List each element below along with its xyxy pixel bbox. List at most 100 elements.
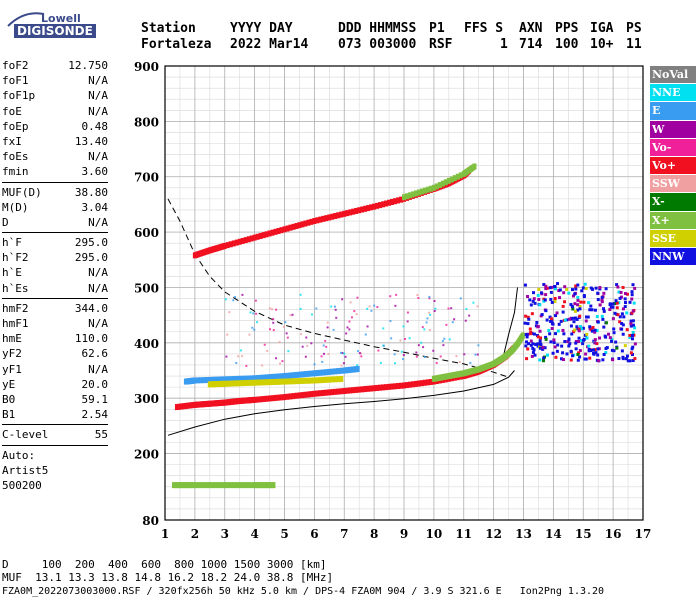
trace-point <box>291 223 296 230</box>
plot-border <box>164 65 644 521</box>
scatter-echo-point <box>423 355 426 358</box>
param-name: yE <box>2 377 16 391</box>
scatter-echo-point <box>439 355 442 358</box>
spread-f-point <box>581 286 585 290</box>
scatter-echo-point <box>360 355 363 358</box>
scatter-echo-point <box>469 361 472 364</box>
spread-f-point <box>574 347 578 351</box>
trace-point <box>243 380 248 387</box>
spread-f-point <box>561 358 565 362</box>
trace-point <box>425 186 430 193</box>
scatter-echo-point <box>428 311 431 314</box>
scatter-echo-point <box>342 362 345 365</box>
spread-f-point <box>585 315 589 319</box>
spread-f-point <box>532 332 536 336</box>
spread-f-point <box>545 318 549 322</box>
trace-point <box>222 242 227 249</box>
scatter-echo-point <box>458 360 461 363</box>
scatter-echo-point <box>468 314 471 317</box>
trace-point <box>267 374 272 381</box>
scatter-echo-point <box>306 344 309 347</box>
spread-f-point <box>621 332 625 336</box>
spread-f-point <box>530 354 534 358</box>
spread-f-point <box>565 352 569 356</box>
spread-f-point <box>586 315 590 319</box>
trace-point <box>384 200 389 207</box>
spread-f-point <box>532 291 536 295</box>
scatter-echo-point <box>399 339 402 342</box>
spread-f-point <box>583 357 587 361</box>
scatter-echo-point <box>327 353 330 356</box>
trace-point <box>285 225 290 232</box>
trace-point <box>180 482 185 489</box>
spread-f-point <box>620 312 624 316</box>
scatter-echo-point <box>432 349 435 352</box>
spread-f-point <box>538 358 542 362</box>
param-row: MUF(D) 38.80 <box>2 185 108 200</box>
trace-point <box>288 378 293 385</box>
trace-point <box>324 376 329 383</box>
trace-point <box>321 376 326 383</box>
trace-point <box>333 368 338 375</box>
trace-point <box>273 228 278 235</box>
spread-f-point <box>524 344 528 348</box>
spread-f-point <box>607 332 611 336</box>
spread-f-point <box>553 345 557 349</box>
param-name: foF1p <box>2 89 36 103</box>
trace-point <box>258 396 263 403</box>
trace-point <box>231 482 236 489</box>
param-name: h`F <box>2 236 22 250</box>
spread-f-point <box>544 337 548 341</box>
trace-point <box>231 376 236 383</box>
x-tick-label: 17 <box>635 527 652 541</box>
x-tick-label: 8 <box>370 527 378 541</box>
spread-f-point <box>576 353 580 357</box>
spread-f-point <box>527 317 531 321</box>
param-name: h`E <box>2 266 22 280</box>
trace-point <box>410 191 415 198</box>
spread-f-point <box>620 322 624 326</box>
trace-point <box>387 199 392 206</box>
trace-point <box>225 482 230 489</box>
spread-f-point <box>611 302 615 306</box>
trace-point <box>363 205 368 212</box>
spread-f-point <box>549 290 553 294</box>
param-name: B1 <box>2 408 16 422</box>
spread-f-point <box>550 317 554 321</box>
x-tick-label: 10 <box>426 527 443 541</box>
param-row: M(D) 3.04 <box>2 200 108 215</box>
spread-f-point <box>628 335 632 339</box>
trace-point <box>321 215 326 222</box>
spread-f-point <box>523 321 527 325</box>
spread-f-point <box>575 317 579 321</box>
param-row: foF1 N/A <box>2 73 108 88</box>
scatter-echo-point <box>403 338 406 341</box>
param-name: C-level <box>2 428 49 442</box>
param-row: yE 20.0 <box>2 377 108 392</box>
spread-f-point <box>554 332 558 336</box>
param-name: foF2 <box>2 59 29 72</box>
spread-f-point <box>608 308 612 312</box>
spread-f-point <box>588 325 592 329</box>
spread-f-point <box>574 287 578 291</box>
scatter-echo-point <box>453 318 456 321</box>
scatter-echo-point <box>239 349 242 352</box>
spread-f-point <box>583 282 587 286</box>
spread-f-point <box>580 289 584 293</box>
trace-point <box>237 238 242 245</box>
scatter-echo-point <box>441 339 444 342</box>
trace-point <box>297 222 302 229</box>
spread-f-point <box>593 341 597 345</box>
trace-point <box>297 392 302 399</box>
spread-f-point <box>526 322 530 326</box>
scatter-echo-point <box>304 355 307 358</box>
spread-f-point <box>536 293 540 297</box>
scatter-echo-point <box>254 299 257 302</box>
scatter-echo-point <box>228 311 231 314</box>
spread-f-point <box>578 304 582 308</box>
spread-f-point <box>615 306 619 310</box>
trace-point <box>291 393 296 400</box>
scatter-echo-point <box>300 333 303 336</box>
spread-f-point <box>539 291 543 295</box>
scatter-echo-point <box>376 306 379 309</box>
